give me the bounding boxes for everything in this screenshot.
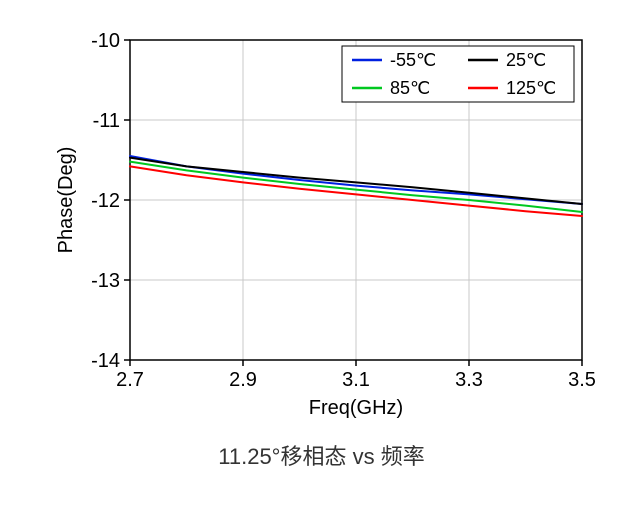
svg-text:-11: -11 — [92, 110, 119, 132]
svg-text:-14: -14 — [91, 350, 120, 372]
phase-vs-freq-chart: 2.7 2.9 3.1 3.3 3.5 -14 -13 -12 -11 -10 Freq(GHz) P… — [42, 20, 602, 425]
svg-text:-12: -12 — [91, 190, 120, 212]
chart-caption: 11.25°移相态 vs 频率 — [218, 439, 424, 471]
svg-text:85℃: 85℃ — [390, 78, 430, 98]
svg-text:Phase(Deg): Phase(Deg) — [55, 147, 77, 254]
svg-text:3.5: 3.5 — [568, 369, 596, 391]
svg-text:3.1: 3.1 — [342, 369, 370, 391]
svg-text:Freq(GHz): Freq(GHz) — [308, 397, 402, 419]
svg-text:2.7: 2.7 — [116, 369, 144, 391]
svg-text:25℃: 25℃ — [506, 50, 546, 70]
svg-text:3.3: 3.3 — [455, 369, 483, 391]
svg-text:125℃: 125℃ — [506, 78, 556, 98]
svg-text:-13: -13 — [91, 270, 120, 292]
svg-text:2.9: 2.9 — [229, 369, 257, 391]
svg-text:-55℃: -55℃ — [390, 50, 436, 70]
svg-text:-10: -10 — [91, 30, 120, 52]
